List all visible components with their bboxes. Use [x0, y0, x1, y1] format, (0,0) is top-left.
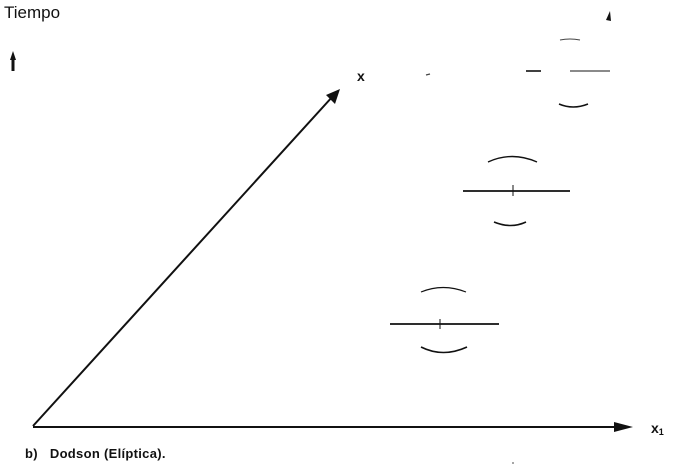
- figure-caption: b) Dodson (Elíptica).: [25, 447, 166, 460]
- x1-axis-arrow: [33, 422, 633, 432]
- x-axis-label: x: [357, 68, 365, 84]
- ellipse-marker-upper: [425, 11, 611, 108]
- scan-speck: [512, 462, 514, 464]
- ellipse-marker-lower: [390, 286, 499, 354]
- caption-letter: b): [25, 446, 38, 461]
- time-axis-label: Tiempo: [4, 3, 61, 22]
- x-axis-diagonal-arrow: [32, 89, 340, 427]
- ellipse-marker-middle: [463, 155, 570, 227]
- caption-text: Dodson (Elíptica).: [49, 446, 166, 461]
- x1-axis-label-subscript: 1: [658, 427, 664, 437]
- x1-axis-label: x1: [651, 421, 664, 437]
- x1-axis-label-main: x: [651, 420, 659, 436]
- time-axis-arrow: [10, 51, 16, 71]
